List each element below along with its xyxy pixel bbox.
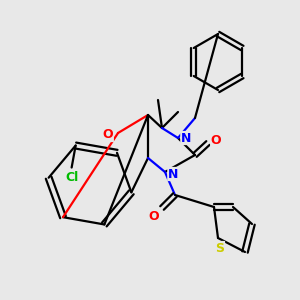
Text: N: N xyxy=(181,131,191,145)
Text: S: S xyxy=(215,242,224,254)
Text: O: O xyxy=(211,134,221,148)
Text: O: O xyxy=(103,128,113,142)
Text: Cl: Cl xyxy=(65,171,78,184)
Text: N: N xyxy=(168,167,178,181)
Text: O: O xyxy=(149,209,159,223)
